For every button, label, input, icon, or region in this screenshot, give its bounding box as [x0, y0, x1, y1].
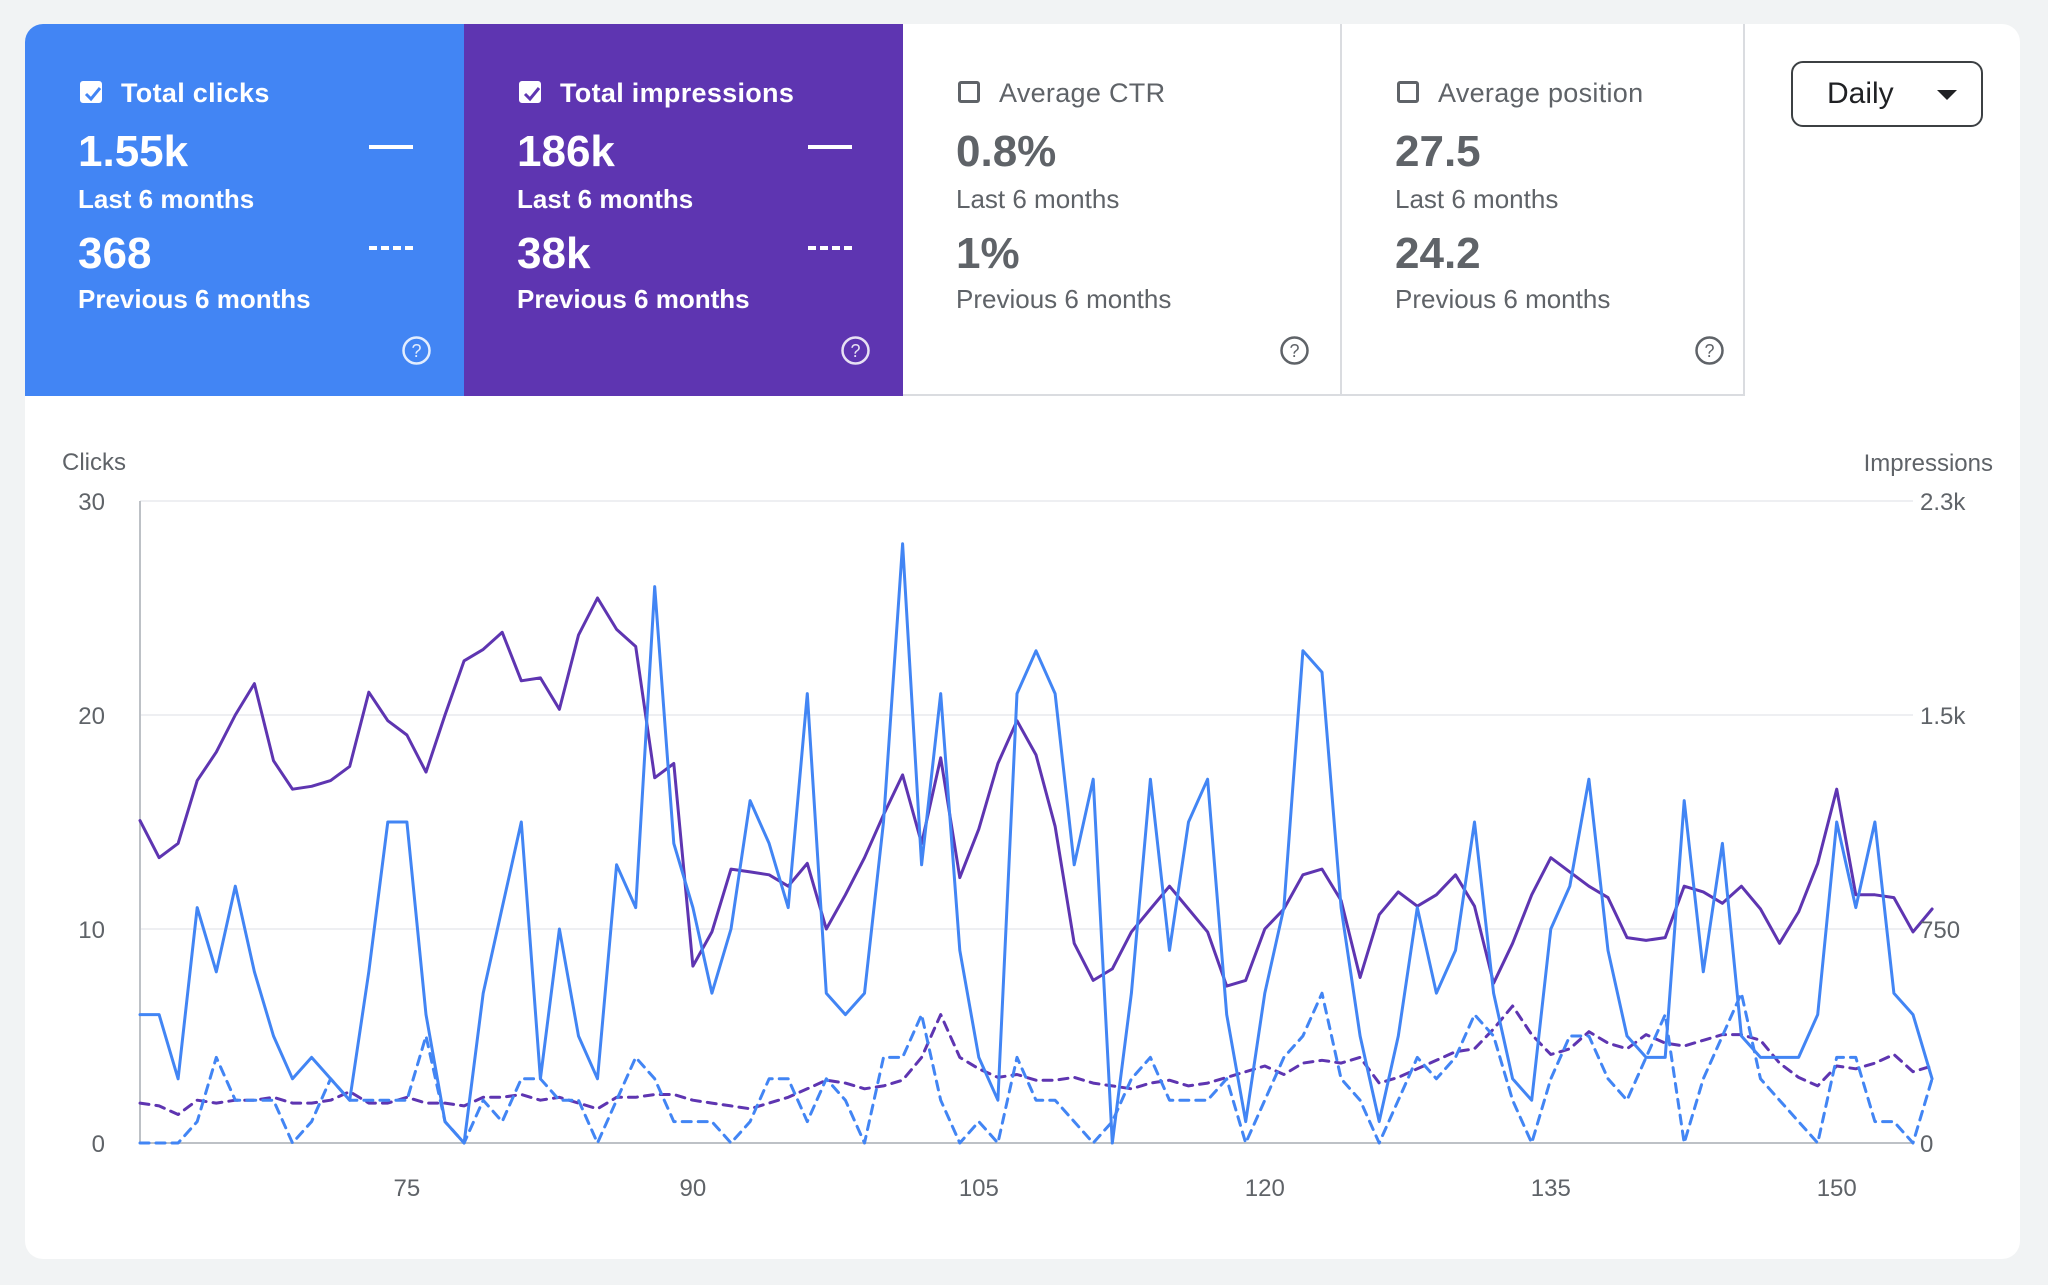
- dashed-line-legend-icon: [369, 246, 413, 250]
- dashed-line-legend-icon: [808, 246, 852, 250]
- y-left-tick-label: 30: [78, 489, 105, 516]
- metric-period-current: Last 6 months: [78, 184, 255, 214]
- help-circle-icon[interactable]: ?: [1279, 335, 1310, 366]
- grid-lines: [139, 500, 1913, 1144]
- metric-title: Total impressions: [560, 78, 795, 108]
- metric-period-current: Last 6 months: [956, 184, 1120, 214]
- left-axis-title: Clicks: [62, 449, 126, 476]
- y-right-tick-label: 0: [1920, 1131, 1933, 1158]
- metric-value-previous: 24.2: [1395, 229, 1481, 278]
- metric-value-previous: 368: [78, 229, 152, 278]
- metric-value-previous: 38k: [517, 229, 591, 278]
- metric-period-previous: Previous 6 months: [1395, 284, 1611, 314]
- metric-period-previous: Previous 6 months: [78, 284, 311, 314]
- x-tick-label: 150: [1817, 1175, 1857, 1202]
- x-tick-label: 75: [394, 1175, 421, 1202]
- performance-chart: 0 0 10 750 20 1.5k 30 2.3k 75 90 105 120 135 150: [78, 489, 1966, 1202]
- y-left-tick-label: 20: [78, 703, 105, 730]
- x-tick-label: 135: [1531, 1175, 1571, 1202]
- metric-tile-total-impressions[interactable]: Total impressions 186k Last 6 months 38k…: [464, 24, 903, 396]
- granularity-dropdown[interactable]: Daily: [1791, 61, 1983, 127]
- svg-text:?: ?: [1289, 341, 1299, 361]
- solid-line-legend-icon: [808, 145, 852, 149]
- series-line-previous-clicks: [138, 991, 1934, 1145]
- checkbox-icon[interactable]: [80, 81, 102, 103]
- metric-title: Average position: [1438, 78, 1644, 108]
- checkbox-icon[interactable]: [519, 81, 541, 103]
- y-right-tick-label: 2.3k: [1920, 489, 1966, 516]
- y-left-tick-label: 10: [78, 917, 105, 944]
- y-left-tick-label: 0: [92, 1131, 105, 1158]
- metric-tile-average-position[interactable]: Average position 27.5 Last 6 months 24.2…: [1342, 24, 1745, 396]
- performance-card: Total clicks 1.55k Last 6 months 368 Pre…: [25, 24, 2020, 1259]
- x-tick-label: 90: [680, 1175, 707, 1202]
- x-tick-label: 120: [1245, 1175, 1285, 1202]
- y-right-tick-label: 750: [1920, 917, 1960, 944]
- help-circle-icon[interactable]: ?: [840, 335, 871, 366]
- metric-value-current: 0.8%: [956, 127, 1057, 176]
- y-right-tick-label: 1.5k: [1920, 703, 1966, 730]
- solid-line-legend-icon: [369, 145, 413, 149]
- metric-period-current: Last 6 months: [1395, 184, 1559, 214]
- svg-text:?: ?: [411, 341, 421, 361]
- metric-value-current: 27.5: [1395, 127, 1481, 176]
- metric-period-current: Last 6 months: [517, 184, 694, 214]
- granularity-label: Daily: [1827, 77, 1894, 110]
- right-axis-title: Impressions: [1863, 450, 1993, 477]
- metric-title: Total clicks: [121, 78, 270, 108]
- axis-ticks: 0 0 10 750 20 1.5k 30 2.3k 75 90 105 120 135 150: [78, 489, 1966, 1202]
- metric-tile-total-clicks[interactable]: Total clicks 1.55k Last 6 months 368 Pre…: [25, 24, 464, 396]
- help-circle-icon[interactable]: ?: [1694, 335, 1725, 366]
- metric-value-current: 1.55k: [78, 127, 189, 176]
- checkbox-icon[interactable]: [958, 81, 980, 103]
- series-line-total-impressions: [138, 596, 1934, 988]
- x-tick-label: 105: [959, 1175, 999, 1202]
- metric-tile-average-ctr[interactable]: Average CTR 0.8% Last 6 months 1% Previo…: [903, 24, 1342, 396]
- metric-title: Average CTR: [999, 78, 1166, 108]
- svg-text:?: ?: [1704, 341, 1714, 361]
- checkbox-icon[interactable]: [1397, 81, 1419, 103]
- help-circle-icon[interactable]: ?: [401, 335, 432, 366]
- chart-series: [138, 542, 1934, 1145]
- metric-value-previous: 1%: [956, 229, 1020, 278]
- metric-value-current: 186k: [517, 127, 615, 176]
- caret-down-icon: [1937, 90, 1957, 100]
- metric-period-previous: Previous 6 months: [517, 284, 750, 314]
- series-line-total-clicks: [138, 542, 1934, 1145]
- svg-text:?: ?: [850, 341, 860, 361]
- metric-period-previous: Previous 6 months: [956, 284, 1172, 314]
